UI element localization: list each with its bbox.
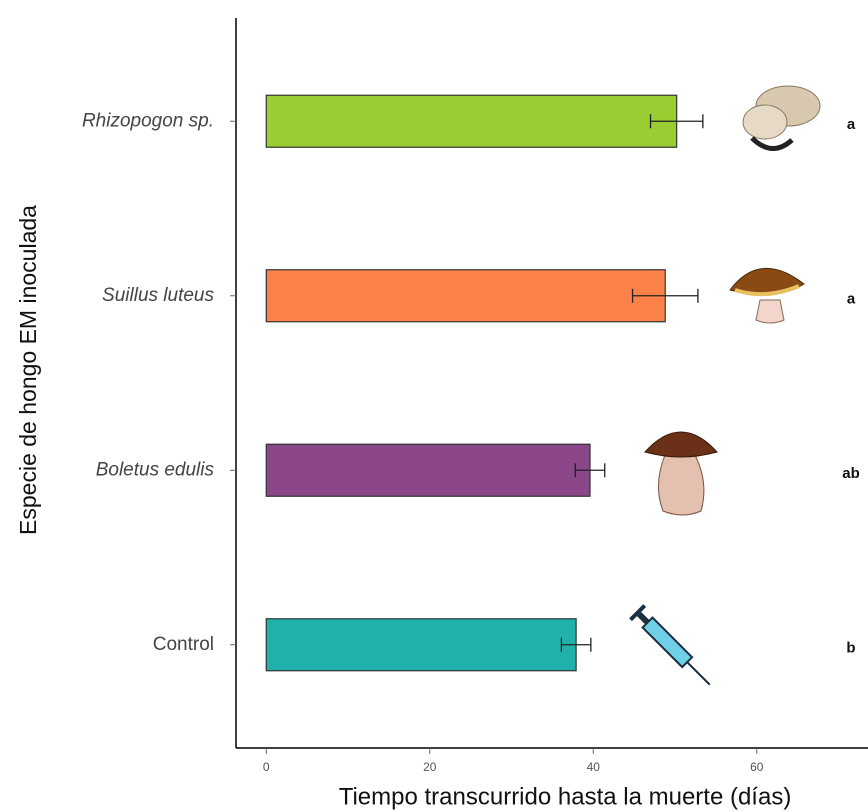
error-bar: [649, 114, 704, 129]
y-tick-label: Control: [153, 634, 214, 655]
y-tick-label: Rhizopogon sp.: [82, 110, 214, 131]
significance-letter: ab: [842, 465, 860, 482]
bar: [265, 443, 591, 497]
y-tick-label: Boletus edulis: [96, 459, 215, 480]
x-tick-label: 60: [750, 760, 764, 774]
x-tick-label: 40: [587, 760, 601, 774]
bar: [265, 618, 577, 672]
error-bar: [574, 463, 606, 478]
significance-letter: b: [846, 640, 855, 657]
x-tick-label: 20: [423, 760, 437, 774]
bar: [265, 269, 666, 323]
x-tick-label: 0: [263, 760, 270, 774]
suillus-icon: [729, 268, 805, 324]
y-axis-label: Especie de hongo EM inoculada: [15, 205, 41, 535]
significance-letter: a: [847, 291, 856, 308]
error-bar: [560, 637, 592, 652]
bar: [265, 94, 678, 148]
boletus-icon: [644, 431, 718, 516]
y-tick-label: Suillus luteus: [102, 285, 214, 306]
syringe-icon: [629, 604, 711, 686]
significance-letter: a: [847, 116, 856, 133]
rhizopogon-icon: [742, 85, 821, 151]
x-axis-label: Tiempo transcurrido hasta la muerte (día…: [339, 783, 792, 810]
error-bar: [631, 288, 699, 303]
